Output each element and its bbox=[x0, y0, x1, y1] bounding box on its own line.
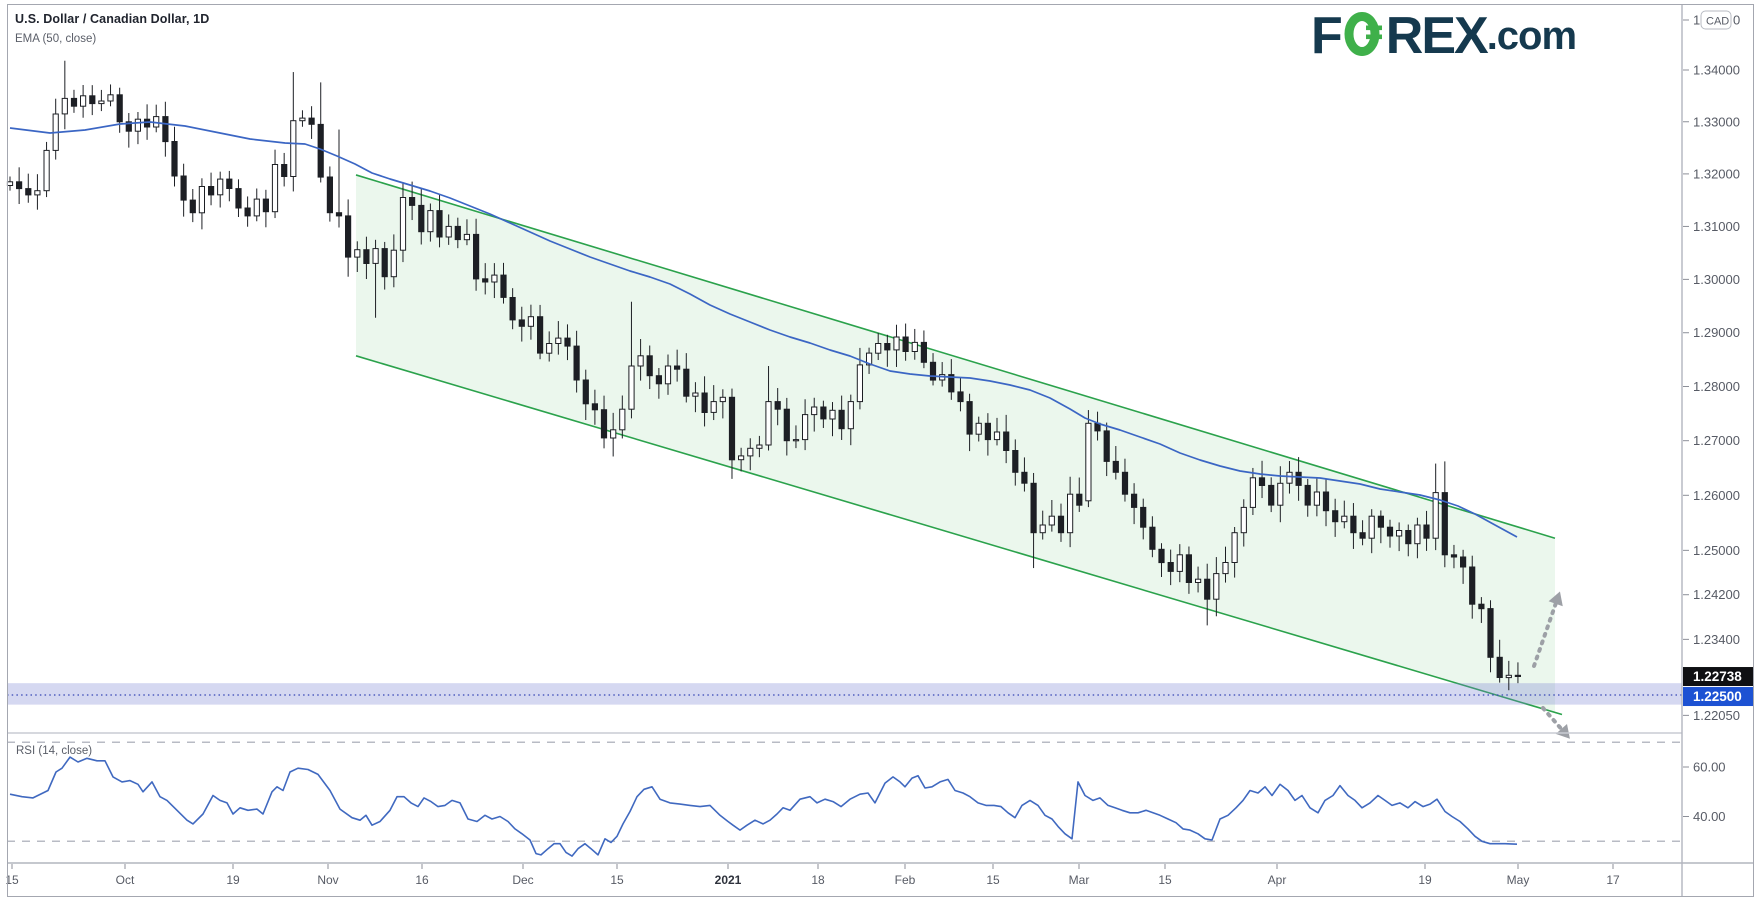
support-band[interactable] bbox=[7, 683, 1682, 705]
svg-text:Oct: Oct bbox=[116, 873, 135, 887]
svg-text:17: 17 bbox=[1606, 873, 1620, 887]
svg-text:16: 16 bbox=[415, 873, 429, 887]
svg-text:15: 15 bbox=[5, 873, 19, 887]
svg-text:15: 15 bbox=[610, 873, 624, 887]
svg-text:May: May bbox=[1507, 873, 1530, 887]
svg-text:1.34000: 1.34000 bbox=[1693, 63, 1740, 78]
svg-text:1.22500: 1.22500 bbox=[1693, 689, 1742, 704]
svg-text:15: 15 bbox=[986, 873, 1000, 887]
svg-text:1: 1 bbox=[1693, 13, 1700, 28]
logo-dot-com: .com bbox=[1486, 13, 1577, 58]
currency-badge bbox=[1700, 10, 1732, 30]
price-axis[interactable] bbox=[1682, 4, 1754, 897]
svg-text:1.24200: 1.24200 bbox=[1693, 587, 1740, 602]
price-pane[interactable] bbox=[7, 4, 1682, 733]
candlestick-series bbox=[6, 60, 1522, 691]
svg-text:1.28000: 1.28000 bbox=[1693, 379, 1740, 394]
trend-channel-upper-line[interactable] bbox=[355, 174, 1556, 539]
svg-text:1.27000: 1.27000 bbox=[1693, 433, 1740, 448]
projection-arrow-down[interactable] bbox=[1541, 706, 1570, 739]
projection-arrow-up[interactable] bbox=[1532, 591, 1563, 668]
time-axis-labels: 15 Oct 19 Nov 16 Dec 15 2021 18 Feb 15 Mar 15 Apr 19 Ma… bbox=[5, 864, 1620, 887]
rsi-indicator-label: RSI (14, close) bbox=[16, 745, 93, 757]
symbol-legend: U.S. Dollar / Canadian Dollar, 1D EMA (5… bbox=[15, 10, 209, 48]
ema-indicator-label: EMA (50, close) bbox=[15, 32, 97, 45]
trend-channel-fill[interactable] bbox=[356, 174, 1555, 713]
svg-text:Dec: Dec bbox=[512, 873, 533, 887]
rsi-line[interactable] bbox=[9, 756, 1518, 857]
svg-text:19: 19 bbox=[226, 873, 240, 887]
svg-text:Nov: Nov bbox=[317, 873, 338, 887]
svg-text:1.33000: 1.33000 bbox=[1693, 114, 1740, 129]
svg-text:1.23400: 1.23400 bbox=[1693, 632, 1740, 647]
svg-text:CAD: CAD bbox=[1706, 16, 1729, 28]
support-level-badge: 1.22500 bbox=[1683, 687, 1754, 707]
forex-com-logo: F REX .com bbox=[1311, 6, 1577, 65]
svg-text:1.22738: 1.22738 bbox=[1693, 669, 1742, 684]
ema-line[interactable] bbox=[9, 121, 1518, 538]
svg-text:Mar: Mar bbox=[1069, 873, 1090, 887]
chart-frame bbox=[7, 4, 1754, 897]
svg-text:15: 15 bbox=[1158, 873, 1172, 887]
logo-o-icon bbox=[1343, 8, 1385, 63]
last-price-badge: 1.22738 bbox=[1683, 667, 1754, 687]
logo-letter-f: F bbox=[1311, 6, 1343, 65]
svg-text:1.32000: 1.32000 bbox=[1693, 166, 1740, 181]
svg-text:Apr: Apr bbox=[1268, 873, 1287, 887]
svg-text:0: 0 bbox=[1733, 13, 1740, 28]
symbol-title: U.S. Dollar / Canadian Dollar, 1D bbox=[15, 12, 210, 26]
svg-text:19: 19 bbox=[1418, 873, 1432, 887]
svg-text:1.29000: 1.29000 bbox=[1693, 325, 1740, 340]
svg-text:1.30000: 1.30000 bbox=[1693, 272, 1740, 287]
svg-text:1.22050: 1.22050 bbox=[1693, 708, 1740, 723]
time-axis[interactable] bbox=[7, 863, 1682, 897]
svg-text:Feb: Feb bbox=[895, 873, 916, 887]
svg-text:60.00: 60.00 bbox=[1693, 760, 1726, 775]
trend-channel-lower-line[interactable] bbox=[355, 355, 1563, 716]
svg-text:2021: 2021 bbox=[715, 873, 742, 887]
svg-text:1.31000: 1.31000 bbox=[1693, 219, 1740, 234]
svg-text:1.26000: 1.26000 bbox=[1693, 488, 1740, 503]
svg-text:18: 18 bbox=[811, 873, 825, 887]
svg-text:1.25000: 1.25000 bbox=[1693, 543, 1740, 558]
logo-letters-rex: REX bbox=[1385, 6, 1489, 65]
svg-text:40.00: 40.00 bbox=[1693, 809, 1726, 824]
rsi-pane[interactable] bbox=[7, 733, 1682, 863]
price-axis-labels: 1.34000 1.33000 1.32000 1.31000 1.30000 1.290… bbox=[1683, 10, 1740, 824]
